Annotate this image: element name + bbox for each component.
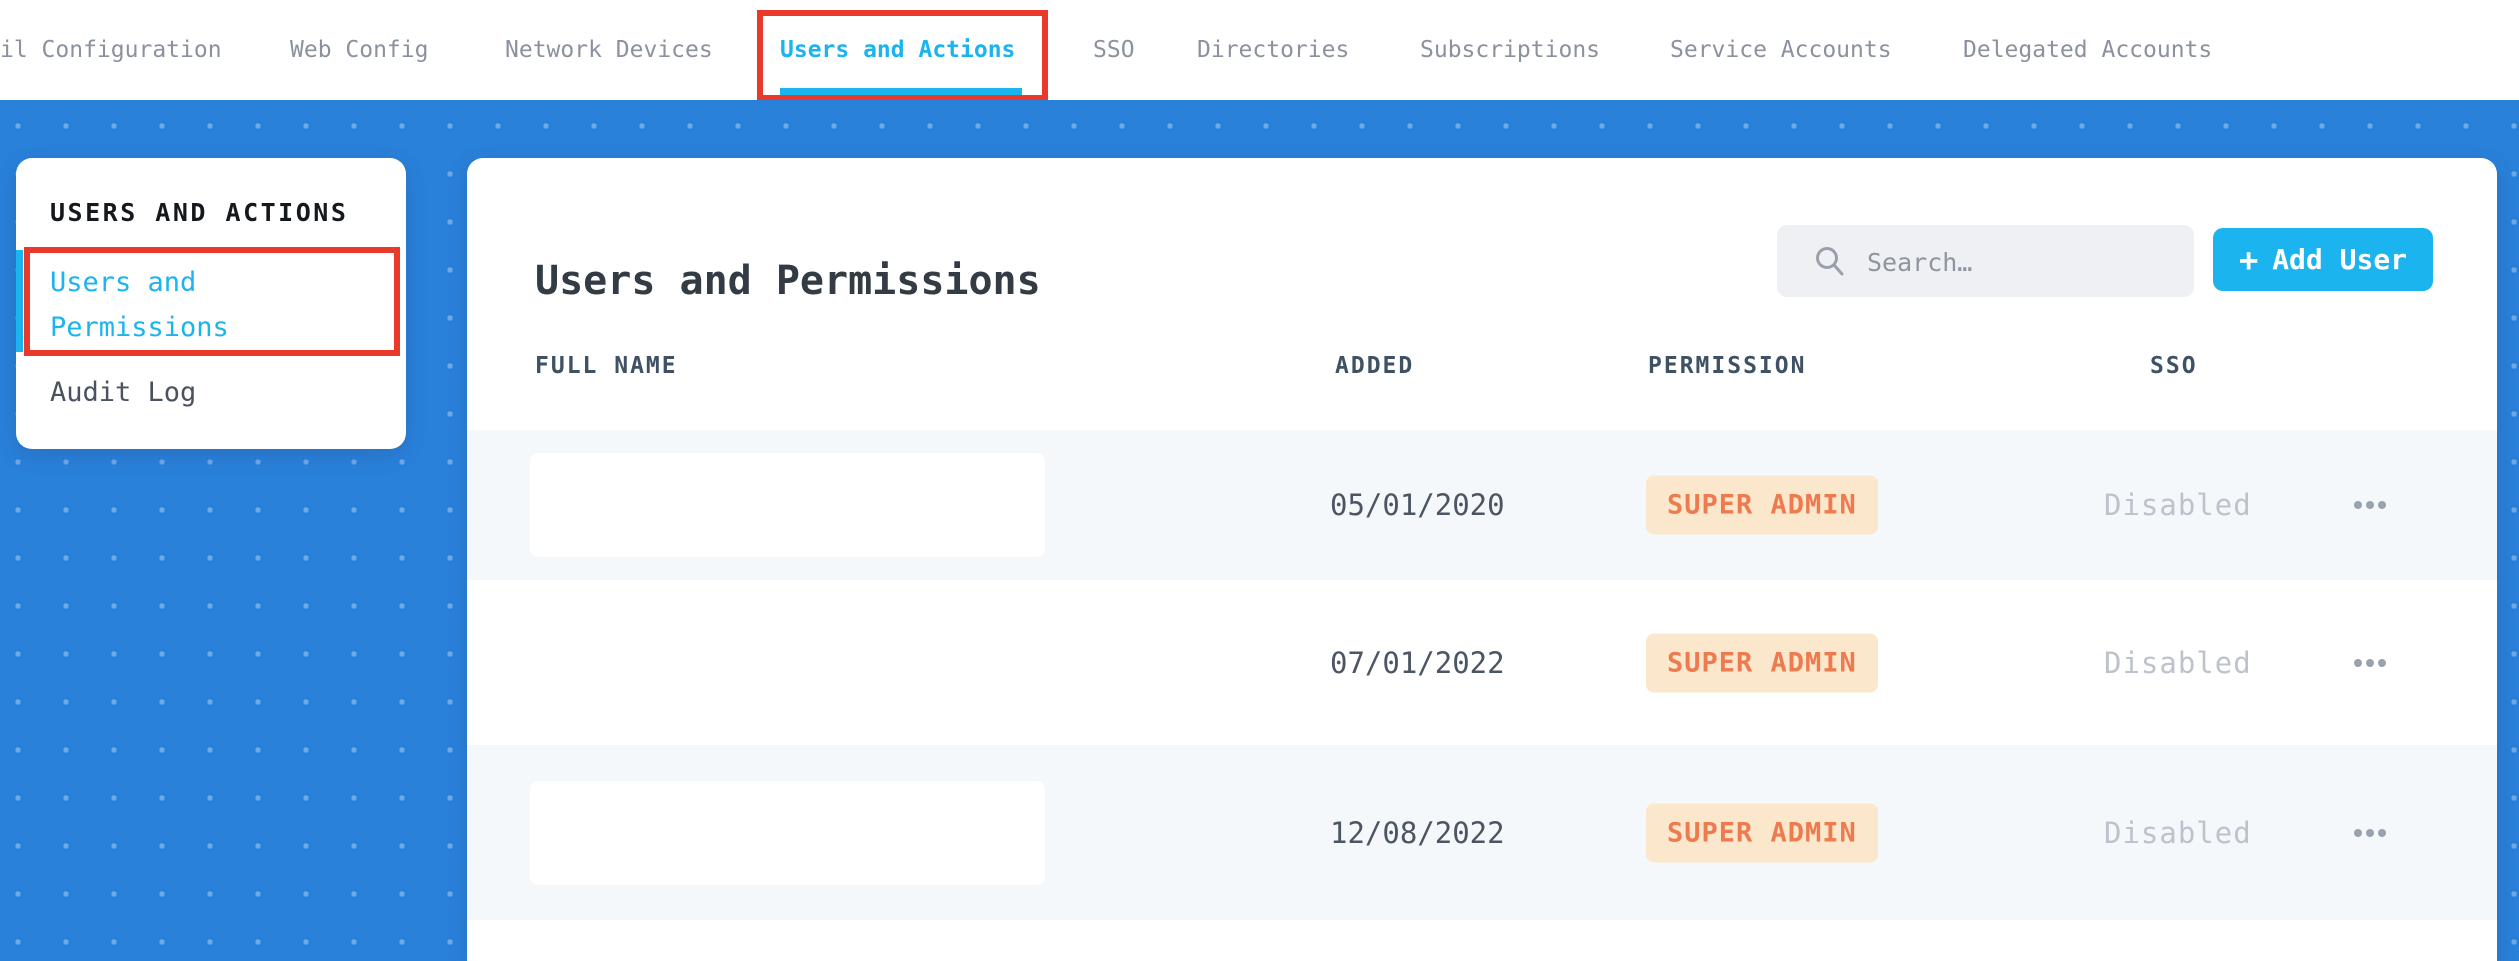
sidebar: USERS AND ACTIONS Users and Permissions … — [16, 158, 406, 449]
plus-icon: + — [2238, 240, 2259, 279]
sso-status: Disabled — [2104, 488, 2252, 522]
table-row: 07/01/2022 SUPER ADMIN Disabled — [467, 580, 2497, 745]
active-tab-underline — [780, 88, 1022, 99]
added-date: 07/01/2022 — [1330, 645, 1505, 680]
added-date: 05/01/2020 — [1330, 488, 1505, 522]
sso-status: Disabled — [2104, 645, 2252, 680]
nav-tab-web-config[interactable]: Web Config — [290, 37, 429, 63]
sidebar-item-audit-log[interactable]: Audit Log — [50, 377, 197, 408]
ellipsis-icon — [2354, 658, 2362, 667]
redacted-name-box — [530, 780, 1045, 885]
sidebar-title: USERS AND ACTIONS — [50, 198, 349, 227]
row-actions-button[interactable] — [2352, 823, 2388, 843]
column-header-sso: SSO — [2150, 353, 2198, 379]
column-header-full-name: FULL NAME — [535, 353, 678, 379]
column-header-added: ADDED — [1335, 353, 1415, 379]
ellipsis-icon — [2354, 501, 2362, 509]
nav-tab-directories[interactable]: Directories — [1197, 37, 1350, 63]
search-input[interactable] — [1865, 225, 2179, 299]
table-row: 12/08/2022 SUPER ADMIN Disabled — [467, 745, 2497, 920]
page-title: Users and Permissions — [535, 257, 1041, 304]
nav-tab-users-and-actions[interactable]: Users and Actions — [780, 37, 1016, 63]
permission-badge: SUPER ADMIN — [1646, 803, 1878, 862]
sidebar-item-label-line2: Permissions — [50, 312, 229, 343]
nav-tab-configuration[interactable]: il Configuration — [0, 37, 222, 63]
nav-tab-sso[interactable]: SSO — [1093, 37, 1135, 63]
row-actions-button[interactable] — [2352, 495, 2388, 515]
nav-tab-network-devices[interactable]: Network Devices — [505, 37, 713, 63]
table-row: 05/01/2020 SUPER ADMIN Disabled — [467, 430, 2497, 580]
table-header-row: FULL NAME ADDED PERMISSION SSO — [467, 353, 2497, 383]
redacted-name-box — [530, 610, 1045, 715]
content-canvas: USERS AND ACTIONS Users and Permissions … — [0, 100, 2519, 961]
sidebar-item-users-and-permissions[interactable]: Users and Permissions — [50, 260, 229, 350]
row-actions-button[interactable] — [2352, 653, 2388, 673]
sidebar-item-label-line1: Users and — [50, 267, 197, 298]
column-header-permission: PERMISSION — [1648, 353, 1807, 379]
permission-badge: SUPER ADMIN — [1646, 633, 1878, 692]
nav-tab-service-accounts[interactable]: Service Accounts — [1670, 37, 1892, 63]
redacted-name-box — [530, 453, 1045, 557]
nav-tab-delegated-accounts[interactable]: Delegated Accounts — [1963, 37, 2213, 63]
search-box — [1777, 225, 2194, 299]
active-item-accent-bar — [16, 250, 23, 352]
ellipsis-icon — [2354, 828, 2362, 837]
added-date: 12/08/2022 — [1330, 815, 1505, 850]
search-icon — [1816, 247, 1844, 276]
add-user-label: Add User — [2272, 243, 2408, 276]
nav-tab-subscriptions[interactable]: Subscriptions — [1420, 37, 1601, 63]
users-permissions-panel: Users and Permissions + Add User FULL NA… — [467, 158, 2497, 961]
sso-status: Disabled — [2104, 815, 2252, 850]
top-nav: il Configuration Web Config Network Devi… — [0, 0, 2519, 101]
permission-badge: SUPER ADMIN — [1646, 475, 1878, 535]
add-user-button[interactable]: + Add User — [2213, 228, 2433, 291]
